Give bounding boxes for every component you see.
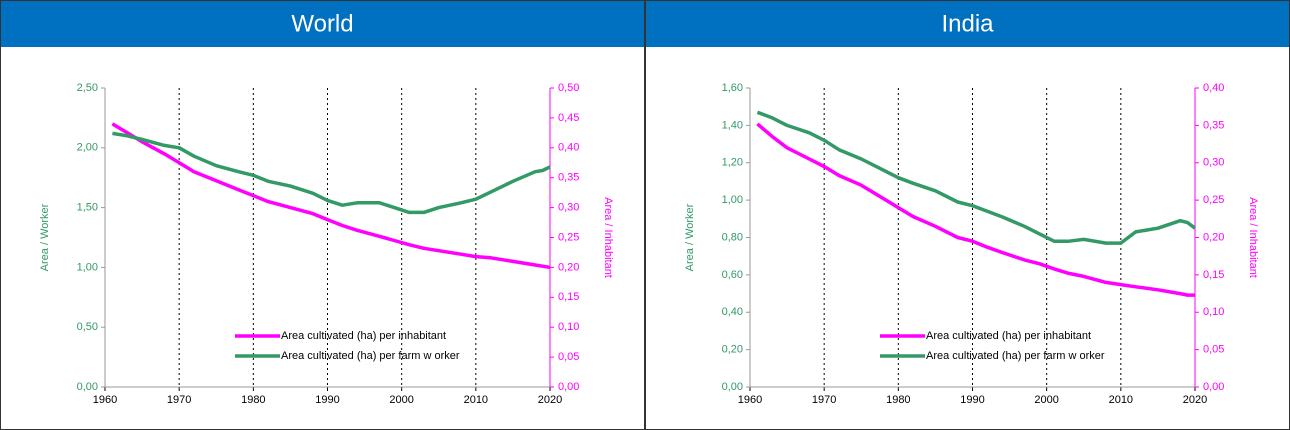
panel-header [646, 1, 1289, 47]
y2-tick-label: 0,30 [1203, 157, 1224, 169]
legend-label: Area cultivated (ha) per farm w orker [926, 350, 1105, 362]
legend-label: Area cultivated (ha) per inhabitant [926, 330, 1091, 342]
x-tick-label: 1990 [315, 394, 339, 406]
y2-tick-label: 0,15 [558, 291, 579, 303]
x-tick-label: 1970 [812, 394, 836, 406]
y-tick-label: 0,40 [722, 306, 743, 318]
x-tick-label: 1980 [241, 394, 265, 406]
legend-label: Area cultivated (ha) per inhabitant [281, 330, 446, 342]
panel-header [1, 1, 644, 47]
y2-tick-label: 0,30 [558, 202, 579, 214]
y2-tick-label: 0,00 [1203, 381, 1224, 393]
x-tick-label: 1960 [738, 394, 762, 406]
y2-axis-label: Area / Inhabitant [602, 197, 614, 278]
y2-tick-label: 0,20 [558, 261, 579, 273]
y-tick-label: 0,50 [77, 321, 98, 333]
y-tick-label: 1,20 [722, 157, 743, 169]
y2-tick-label: 0,15 [1203, 269, 1224, 281]
x-tick-label: 2000 [389, 394, 413, 406]
y-tick-label: 2,00 [77, 142, 98, 154]
panel-title: India [941, 10, 994, 37]
y-tick-label: 1,50 [77, 202, 98, 214]
x-tick-label: 1970 [167, 394, 191, 406]
y2-tick-label: 0,35 [558, 172, 579, 184]
x-tick-label: 2020 [1183, 394, 1207, 406]
y2-tick-label: 0,25 [1203, 194, 1224, 206]
x-tick-label: 2000 [1034, 394, 1058, 406]
y-tick-label: 1,00 [722, 194, 743, 206]
y2-tick-label: 0,05 [1203, 344, 1224, 356]
series-line [111, 122, 551, 270]
series-line [756, 122, 1195, 297]
panel-frame [0, 0, 645, 430]
x-tick-label: 2010 [1109, 394, 1133, 406]
x-tick-label: 2020 [538, 394, 562, 406]
y-axis-label: Area / Worker [684, 203, 696, 271]
y2-tick-label: 0,00 [558, 381, 579, 393]
y-tick-label: 0,60 [722, 269, 743, 281]
y-tick-label: 0,00 [77, 381, 98, 393]
y2-tick-label: 0,10 [558, 321, 579, 333]
series-line [756, 110, 1197, 245]
y-tick-label: 2,50 [77, 82, 98, 94]
y2-tick-label: 0,20 [1203, 231, 1224, 243]
y2-tick-label: 0,45 [558, 112, 579, 124]
x-tick-label: 1980 [886, 394, 910, 406]
y2-tick-label: 0,35 [1203, 119, 1224, 131]
y2-tick-label: 0,05 [558, 351, 579, 363]
x-tick-label: 1960 [93, 394, 117, 406]
panel-title: World [291, 10, 353, 37]
y2-tick-label: 0,40 [558, 142, 579, 154]
y2-tick-label: 0,25 [558, 231, 579, 243]
y2-axis-label: Area / Inhabitant [1247, 197, 1259, 278]
x-tick-label: 1990 [960, 394, 984, 406]
y-tick-label: 0,80 [722, 231, 743, 243]
y-tick-label: 0,20 [722, 344, 743, 356]
panel-frame [645, 0, 1290, 430]
legend-label: Area cultivated (ha) per farm w orker [281, 350, 460, 362]
y-tick-label: 1,40 [722, 119, 743, 131]
series-line [112, 131, 551, 215]
y-tick-label: 1,60 [722, 82, 743, 94]
y2-tick-label: 0,50 [558, 82, 579, 94]
y-axis-label: Area / Worker [39, 203, 51, 271]
y2-tick-label: 0,10 [1203, 306, 1224, 318]
y-tick-label: 0,00 [722, 381, 743, 393]
x-tick-label: 2010 [464, 394, 488, 406]
y2-tick-label: 0,40 [1203, 82, 1224, 94]
y-tick-label: 1,00 [77, 261, 98, 273]
